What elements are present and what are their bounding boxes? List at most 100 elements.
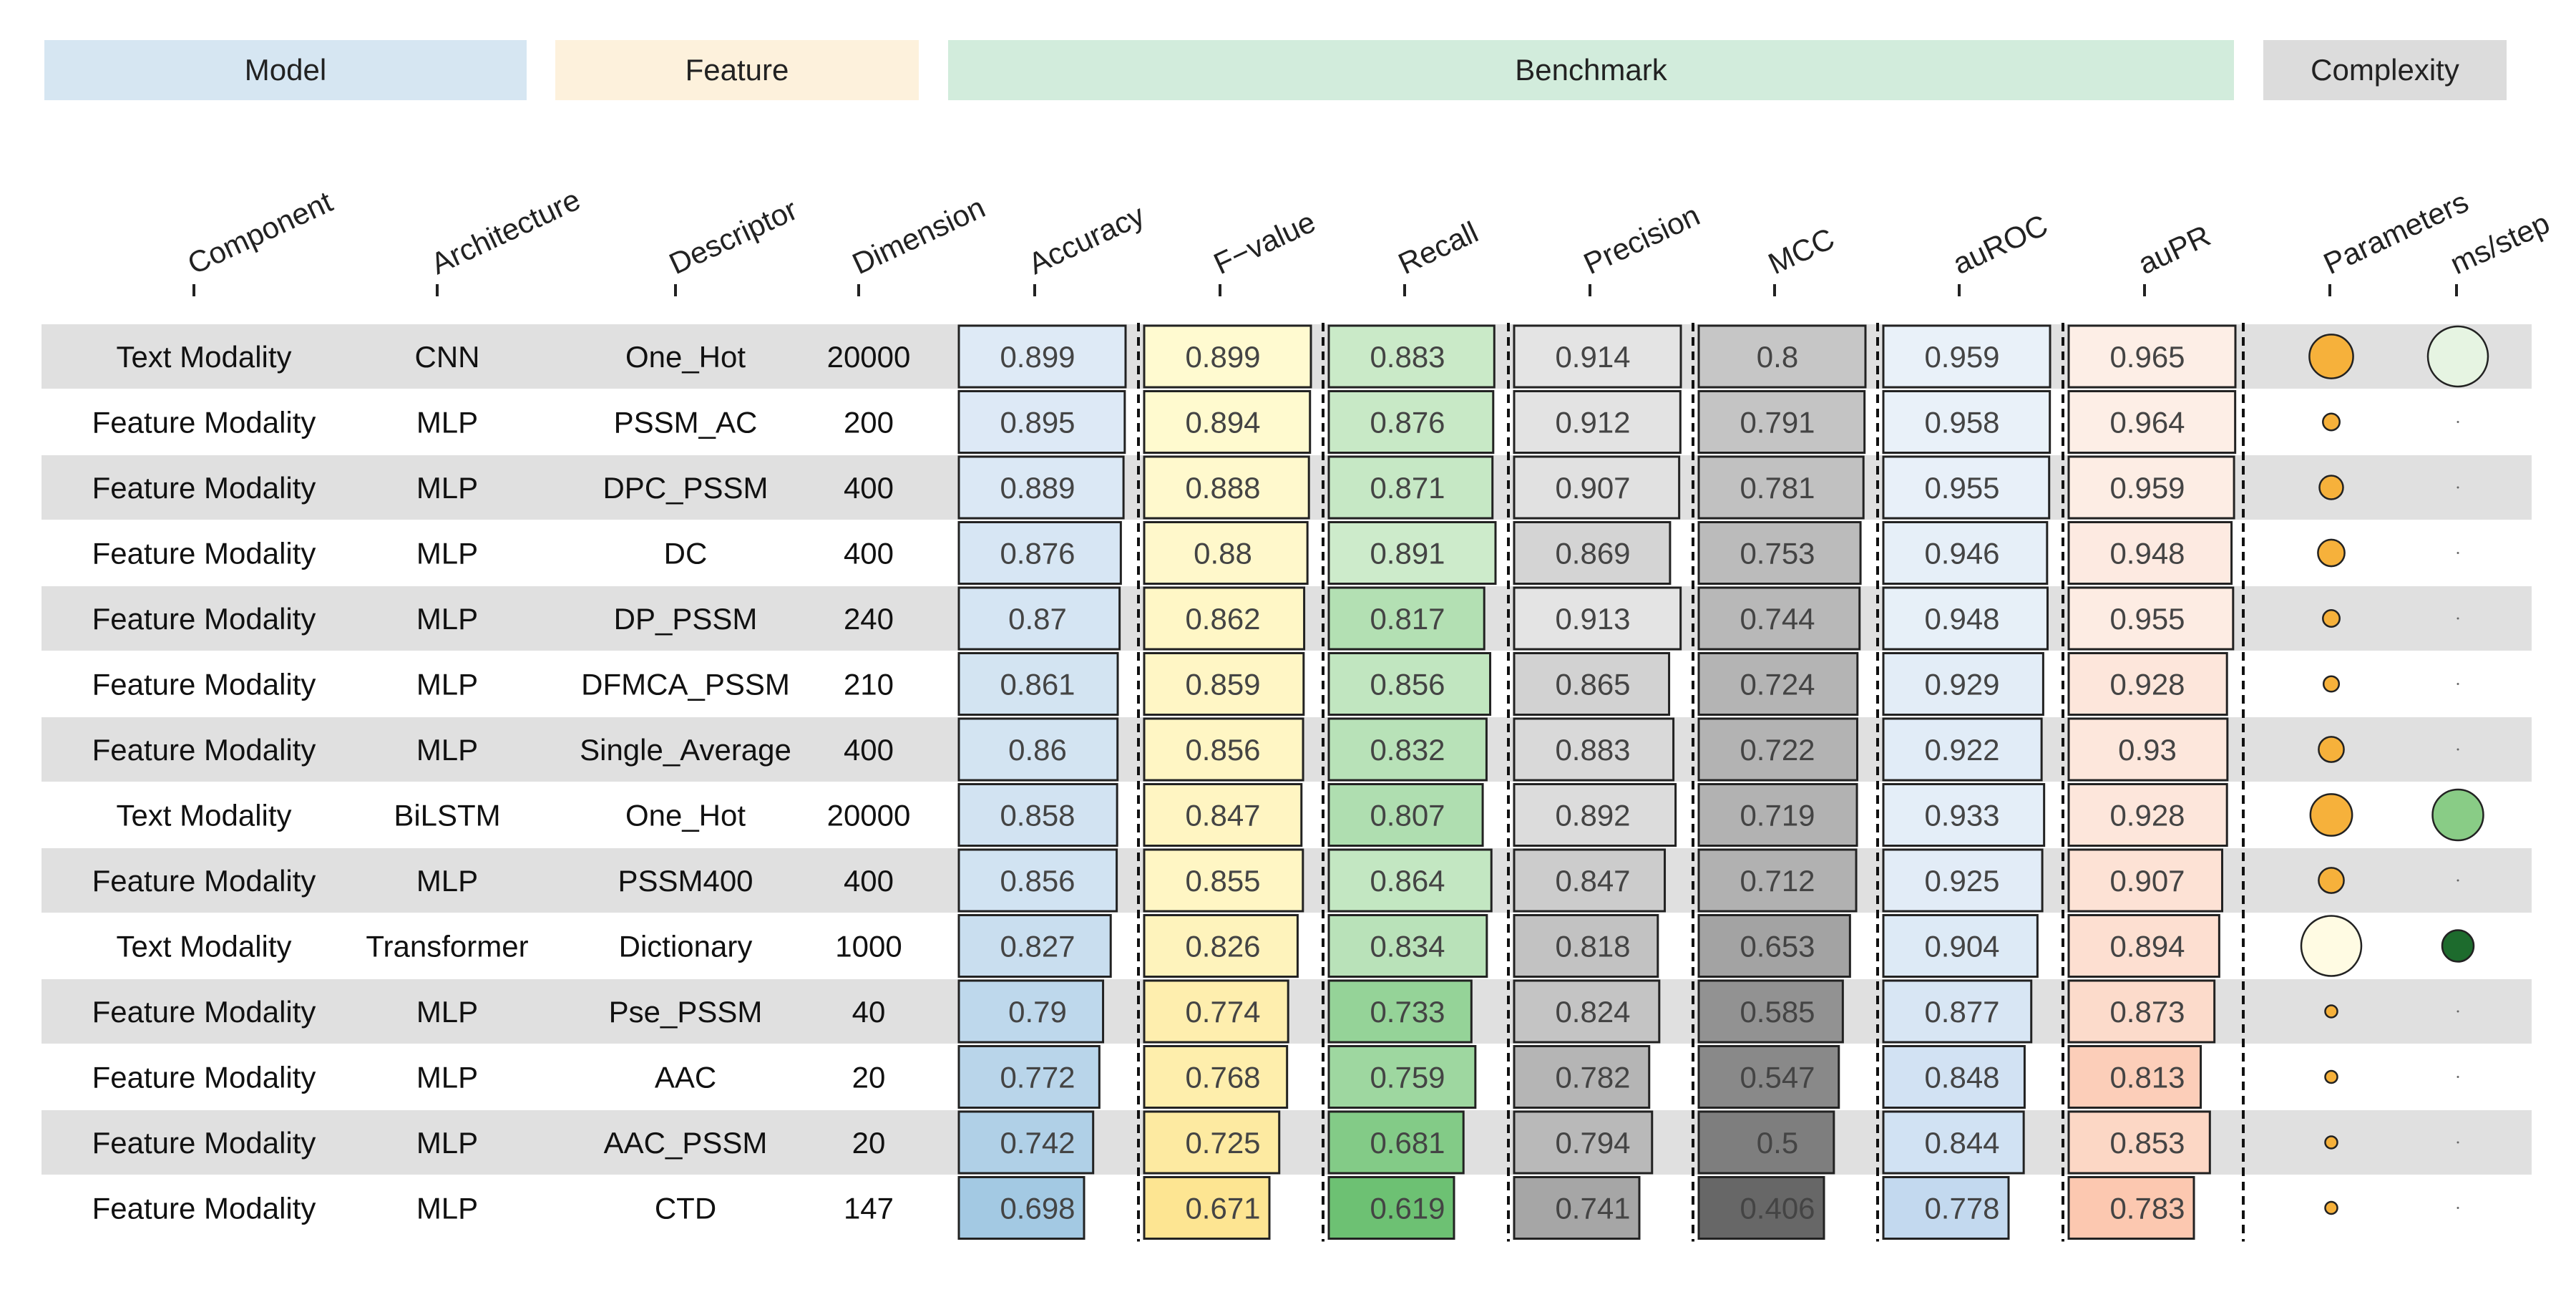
bar-f-value: [1143, 1176, 1271, 1240]
bar-recall: [1327, 455, 1494, 520]
cell-architecture: BiLSTM: [394, 799, 500, 832]
parameters-circle: [2322, 412, 2341, 432]
bar-aupr: [2067, 1110, 2211, 1175]
bar-f-value: [1143, 390, 1312, 454]
bar-aupr: [2067, 390, 2237, 454]
cell-descriptor: DP_PSSM: [614, 602, 758, 636]
bar-auroc: [1882, 652, 2044, 716]
cell-descriptor: Single_Average: [580, 733, 791, 767]
bar-value-label: 0.847: [1185, 799, 1260, 832]
bar-value-label: 0.782: [1555, 1061, 1630, 1094]
bar-value-label: 0.948: [2109, 537, 2185, 570]
bar-value-label: 0.928: [2109, 799, 2185, 832]
bar-value-label: 0.772: [1000, 1061, 1075, 1094]
bar-recall: [1327, 390, 1495, 454]
cell-dimension: 240: [844, 602, 894, 636]
bar-auroc: [1882, 717, 2043, 782]
bar-value-label: 0.93: [2118, 733, 2177, 767]
bar-value-label: 0.925: [1924, 864, 1999, 898]
ms-step-circle: [2457, 1141, 2459, 1144]
bar-value-label: 0.759: [1370, 1061, 1445, 1094]
cell-descriptor: AAC_PSSM: [604, 1126, 768, 1160]
bar-value-label: 0.862: [1185, 602, 1260, 636]
bar-aupr: [2067, 1176, 2195, 1240]
bar-auroc: [1882, 783, 2046, 847]
cell-descriptor: CTD: [655, 1192, 716, 1225]
bar-accuracy: [957, 455, 1125, 520]
bar-value-label: 0.946: [1924, 537, 1999, 570]
bar-value-label: 0.928: [2109, 668, 2185, 701]
bar-aupr: [2067, 914, 2220, 978]
column-header-aupr: auPR: [2133, 218, 2215, 281]
bar-mcc: [1697, 521, 1862, 585]
cell-architecture: MLP: [416, 995, 478, 1029]
cell-component: Feature Modality: [92, 668, 316, 701]
bar-accuracy: [957, 586, 1121, 651]
bar-auroc: [1882, 586, 2049, 651]
cell-dimension: 210: [844, 668, 894, 701]
bar-precision: [1513, 1045, 1651, 1109]
bar-f-value: [1143, 324, 1312, 389]
cell-component: Feature Modality: [92, 602, 316, 636]
bar-aupr: [2067, 652, 2228, 716]
bar-precision: [1513, 324, 1682, 389]
bar-value-label: 0.894: [1185, 406, 1260, 439]
bar-auroc: [1882, 1045, 2026, 1109]
bar-auroc: [1882, 324, 2051, 389]
cell-descriptor: DC: [664, 537, 708, 570]
parameters-circle: [2324, 1069, 2338, 1084]
bar-value-label: 0.861: [1000, 668, 1075, 701]
bar-value-label: 0.834: [1370, 930, 1445, 963]
bar-precision: [1513, 848, 1667, 913]
bar-auroc: [1882, 979, 2033, 1044]
bar-value-label: 0.856: [1000, 864, 1075, 898]
column-header-precision: Precision: [1579, 198, 1704, 281]
ms-step-circle: [2457, 486, 2459, 489]
bar-value-label: 0.781: [1740, 471, 1815, 505]
bar-mcc: [1697, 783, 1858, 847]
group-header-label: Complexity: [2311, 53, 2459, 87]
bar-value-label: 0.844: [1924, 1126, 1999, 1160]
bar-precision: [1513, 521, 1672, 585]
ms-step-circle: [2457, 683, 2459, 685]
group-header-model: [44, 40, 527, 100]
cell-architecture: MLP: [416, 864, 478, 898]
parameters-circle: [2324, 1004, 2338, 1019]
bar-mcc: [1697, 390, 1866, 454]
bar-f-value: [1143, 848, 1304, 913]
cell-component: Feature Modality: [92, 1192, 316, 1225]
bar-value-label: 0.712: [1740, 864, 1815, 898]
bar-value-label: 0.824: [1555, 995, 1630, 1029]
cell-component: Feature Modality: [92, 471, 316, 505]
metric-bars: 0.899 0.895 0.889 0.876 0.87 0.861 0.86 0.858 0.…: [957, 324, 2237, 1240]
bar-precision: [1513, 914, 1659, 978]
text-columns: Text Modality CNN One_Hot 20000 Feature Moda…: [92, 340, 911, 1225]
cell-component: Text Modality: [116, 340, 291, 374]
bar-f-value: [1143, 586, 1306, 651]
cell-component: Feature Modality: [92, 1061, 316, 1094]
bar-recall: [1327, 848, 1493, 913]
bar-value-label: 0.883: [1555, 733, 1630, 767]
ms-step-circle: [2431, 788, 2484, 842]
bar-value-label: 0.914: [1555, 340, 1630, 374]
bar-value-label: 0.889: [1000, 471, 1075, 505]
bar-accuracy: [957, 1045, 1101, 1109]
cell-dimension: 40: [852, 995, 886, 1029]
cell-dimension: 200: [844, 406, 894, 439]
bar-recall: [1327, 783, 1484, 847]
bar-value-label: 0.959: [1924, 340, 1999, 374]
bar-f-value: [1143, 1110, 1281, 1175]
bar-value-label: 0.832: [1370, 733, 1445, 767]
bar-auroc: [1882, 455, 2051, 520]
bar-value-label: 0.899: [1000, 340, 1075, 374]
bar-value-label: 0.888: [1185, 471, 1260, 505]
bar-value-label: 0.698: [1000, 1192, 1075, 1225]
bar-value-label: 0.859: [1185, 668, 1260, 701]
bar-value-label: 0.876: [1000, 537, 1075, 570]
bar-value-label: 0.724: [1740, 668, 1815, 701]
cell-descriptor: Dictionary: [619, 930, 753, 963]
bar-recall: [1327, 1176, 1455, 1240]
column-header-dimension: Dimension: [847, 190, 990, 281]
bar-mcc: [1697, 717, 1859, 782]
